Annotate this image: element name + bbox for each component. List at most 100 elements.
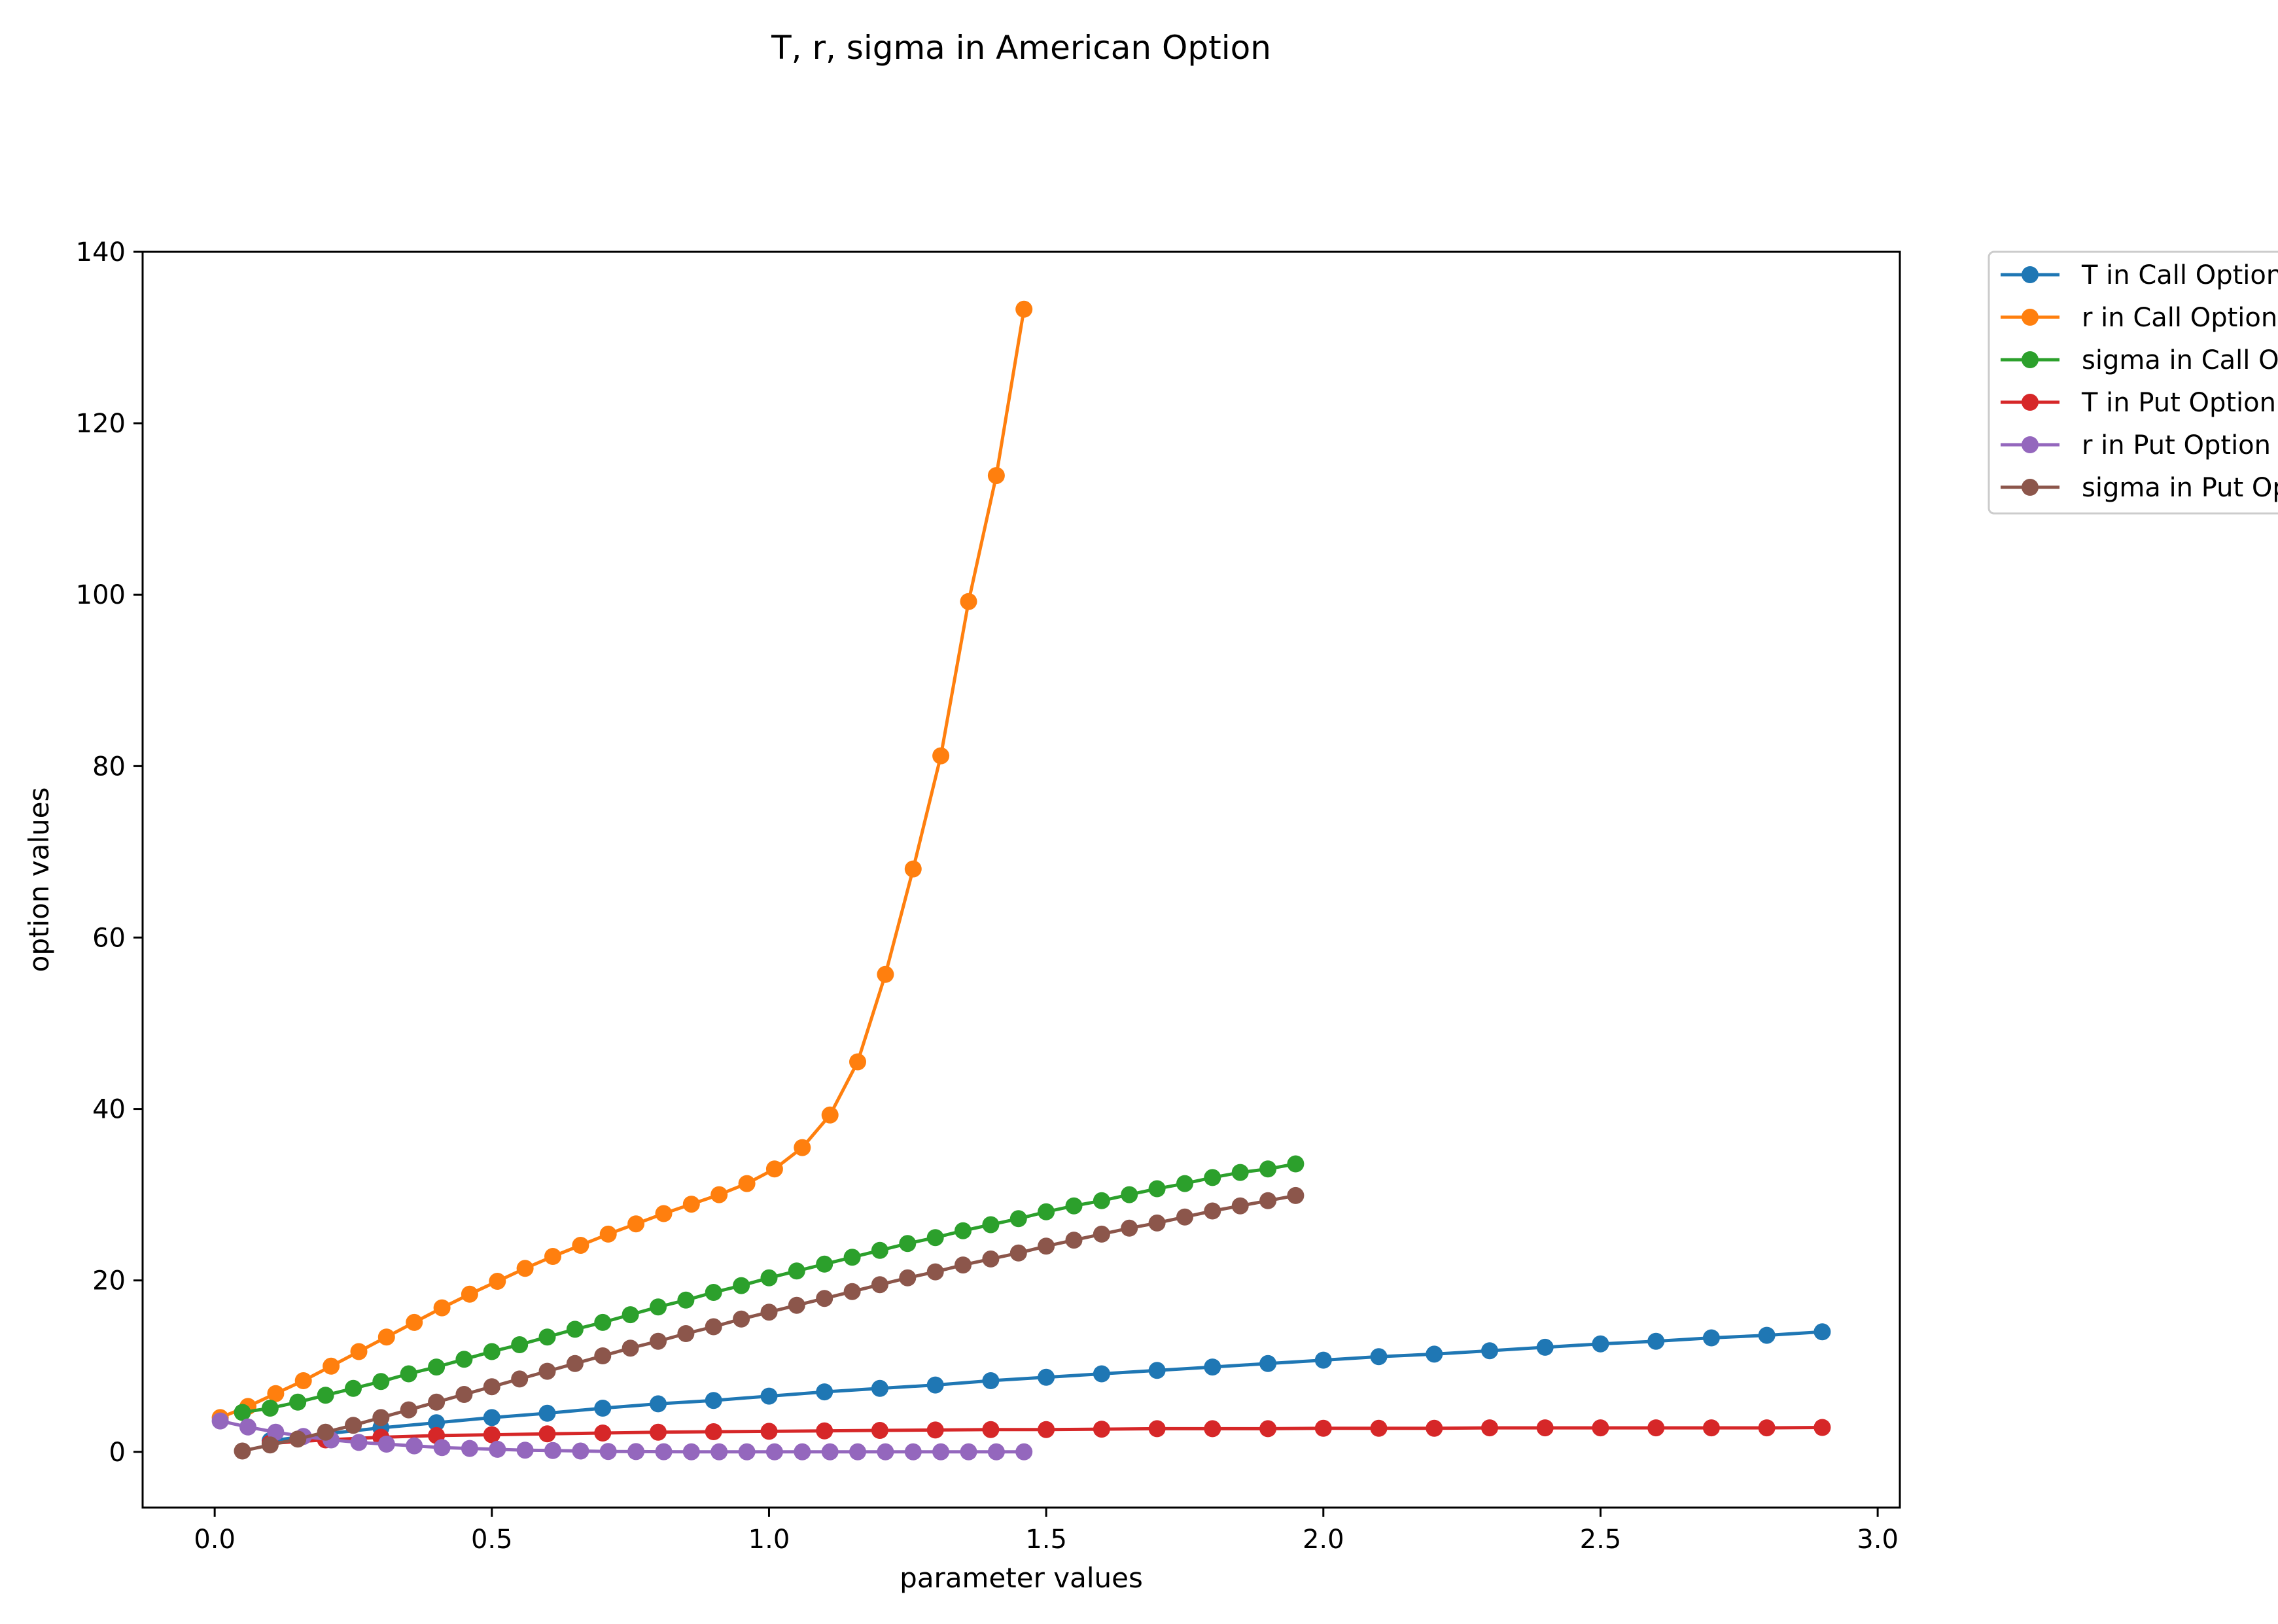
data-point	[1481, 1419, 1498, 1437]
data-point	[323, 1357, 340, 1375]
legend-marker	[2022, 309, 2039, 326]
data-point	[650, 1332, 667, 1350]
data-point	[317, 1387, 334, 1404]
data-point	[1204, 1420, 1221, 1438]
data-point	[1148, 1214, 1166, 1232]
data-point	[710, 1186, 728, 1203]
data-point	[926, 1376, 944, 1394]
data-point	[1015, 1443, 1033, 1460]
x-tick-label: 0.0	[194, 1525, 236, 1555]
data-point	[1038, 1368, 1055, 1386]
data-point	[677, 1325, 695, 1342]
data-point	[1093, 1365, 1110, 1383]
data-point	[455, 1386, 473, 1403]
data-point	[1038, 1237, 1055, 1255]
data-point	[733, 1277, 750, 1294]
data-point	[960, 1443, 977, 1460]
data-point	[289, 1393, 307, 1411]
data-point	[871, 1276, 888, 1294]
data-point	[765, 1443, 783, 1460]
legend-marker	[2022, 436, 2039, 453]
data-point	[511, 1336, 529, 1353]
data-point	[1287, 1155, 1305, 1173]
data-point	[816, 1255, 833, 1273]
data-point	[738, 1175, 756, 1192]
series-line	[219, 309, 1026, 1419]
x-axis-label: parameter values	[900, 1562, 1143, 1594]
data-point	[788, 1262, 805, 1280]
data-point	[1231, 1197, 1249, 1215]
data-point	[406, 1437, 423, 1455]
data-point	[538, 1425, 556, 1443]
data-point	[1259, 1160, 1277, 1178]
data-point	[788, 1296, 805, 1314]
data-point	[1314, 1351, 1332, 1369]
x-tick-label: 1.0	[748, 1525, 790, 1555]
data-point	[345, 1379, 362, 1397]
y-tick-label: 60	[92, 923, 126, 953]
data-point	[1592, 1335, 1609, 1353]
data-point	[955, 1222, 972, 1239]
data-point	[738, 1443, 756, 1460]
data-point	[1038, 1203, 1055, 1220]
data-point	[1038, 1421, 1055, 1438]
x-tick-label: 1.5	[1025, 1525, 1067, 1555]
data-point	[1093, 1192, 1110, 1209]
data-point	[655, 1205, 673, 1222]
y-tick-label: 0	[109, 1438, 126, 1468]
data-point	[982, 1372, 1000, 1389]
data-point	[877, 1443, 894, 1460]
data-point	[1647, 1419, 1665, 1437]
data-point	[1121, 1219, 1138, 1237]
data-point	[544, 1442, 561, 1459]
y-tick-label: 80	[92, 752, 126, 782]
data-point	[428, 1358, 446, 1376]
data-point	[733, 1310, 750, 1328]
data-point	[794, 1443, 811, 1460]
data-point	[760, 1269, 778, 1287]
data-point	[982, 1216, 1000, 1234]
data-point	[1702, 1419, 1720, 1437]
data-point	[760, 1423, 778, 1440]
x-tick-label: 2.5	[1580, 1525, 1622, 1555]
data-point	[871, 1241, 888, 1259]
data-point	[372, 1409, 390, 1426]
y-tick-label: 140	[76, 237, 126, 268]
data-point	[594, 1313, 612, 1331]
legend-label: r in Put Option	[2082, 430, 2271, 460]
data-point	[483, 1426, 500, 1443]
data-point	[594, 1400, 612, 1417]
data-point	[849, 1053, 866, 1071]
data-point	[1065, 1232, 1083, 1249]
data-point	[987, 467, 1005, 485]
data-point	[1814, 1419, 1831, 1436]
data-point	[1176, 1175, 1193, 1192]
data-point	[544, 1248, 561, 1265]
series-line	[220, 1419, 1025, 1454]
legend-label: T in Call Option	[2081, 260, 2278, 290]
data-point	[572, 1442, 589, 1460]
data-point	[594, 1425, 612, 1442]
data-point	[821, 1443, 839, 1460]
data-point	[489, 1440, 506, 1458]
data-point	[705, 1423, 722, 1440]
data-point	[1204, 1202, 1221, 1220]
data-point	[1259, 1355, 1277, 1372]
data-point	[843, 1249, 861, 1266]
axes-frame	[141, 251, 1901, 1509]
data-point	[1148, 1420, 1166, 1438]
data-point	[1536, 1419, 1554, 1437]
data-point	[932, 747, 950, 765]
x-tick-label: 3.0	[1857, 1525, 1899, 1555]
data-point	[261, 1400, 279, 1417]
data-point	[483, 1343, 500, 1360]
data-point	[428, 1393, 446, 1411]
data-point	[483, 1378, 500, 1396]
data-point	[705, 1392, 722, 1409]
data-point	[538, 1404, 556, 1422]
data-point	[511, 1370, 529, 1388]
data-point	[650, 1423, 667, 1441]
legend-label: r in Call Option	[2082, 303, 2277, 333]
legend-label: sigma in Call Option	[2082, 345, 2278, 375]
